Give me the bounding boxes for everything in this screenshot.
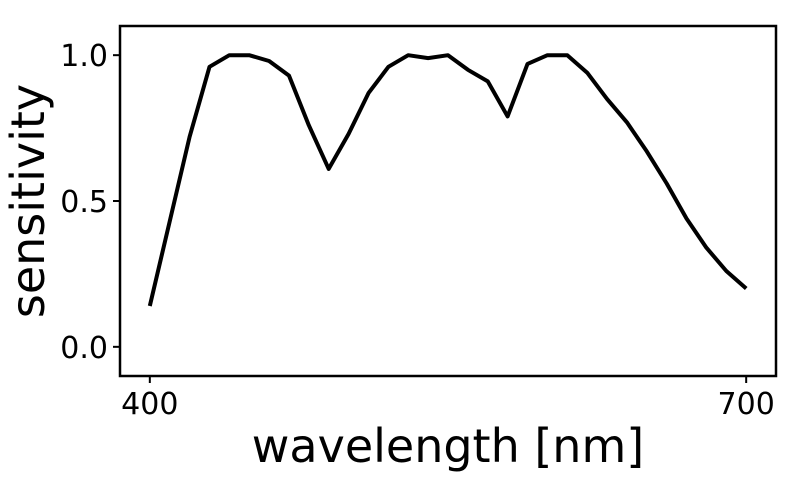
- y-tick-label: 0.5: [60, 185, 108, 220]
- x-tick-label: 400: [121, 387, 178, 422]
- y-axis-title: sensitivity: [1, 84, 55, 318]
- x-axis-title: wavelength [nm]: [252, 419, 644, 473]
- y-tick-label: 0.0: [60, 331, 108, 366]
- y-tick-label: 1.0: [60, 39, 108, 74]
- series-line-0: [147, 53, 748, 307]
- tick-layer: 400 700 0.0 0.5 1.0: [60, 39, 775, 422]
- x-tick-label: 700: [718, 387, 775, 422]
- plot-layer: [147, 53, 748, 307]
